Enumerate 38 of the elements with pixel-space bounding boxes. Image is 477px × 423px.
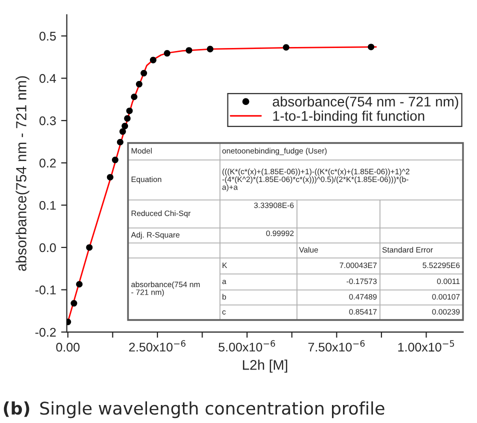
y-tick-label: -0.1: [35, 286, 56, 294]
y-tick-label: -0.2: [35, 328, 56, 337]
point: [164, 50, 170, 57]
text: (b): [4, 401, 30, 417]
point: [206, 46, 214, 52]
text: Single wavelength concentration profile: [40, 401, 384, 418]
point: [119, 128, 126, 135]
point: [124, 115, 131, 122]
point: [122, 122, 128, 130]
y-tick-label: 0.3: [39, 116, 56, 126]
point: [130, 94, 138, 100]
x-tick-label: 7.50x10$^{−6}$: [308, 340, 365, 352]
point: [106, 174, 114, 180]
point: [76, 281, 83, 288]
legend-label: 1-to-1-binding fit function: [273, 110, 424, 124]
x-axis-title: L2h [M]: [242, 360, 288, 373]
point: [368, 44, 374, 50]
y-tick-label: 0.2: [39, 158, 56, 168]
point: [186, 47, 192, 54]
y-tick-label: 0.4: [39, 74, 56, 83]
point: [140, 70, 148, 76]
x-tick-label: 0.00: [56, 342, 80, 352]
point: [150, 56, 156, 64]
x-tick-label: 5.00x10$^{−6}$: [218, 340, 276, 352]
point: [112, 156, 118, 164]
point: [86, 244, 93, 251]
point: [136, 80, 142, 88]
legend-label: absorbance(754 nm - 721 nm): [272, 96, 458, 110]
point: [126, 108, 133, 114]
x-tick-label: 1.00x10$^{−5}$: [398, 340, 454, 352]
y-tick-label: 0.0: [39, 243, 56, 252]
point: [70, 300, 78, 307]
point: [116, 138, 124, 146]
y-axis-title: absorbance(754 nm - 721 nm): [16, 76, 30, 271]
point: [282, 44, 290, 51]
y-tick-label: 0.1: [39, 200, 56, 210]
y-tick-label: 0.5: [39, 32, 56, 41]
x-tick-label: 2.50x10$^{−6}$: [129, 340, 186, 352]
